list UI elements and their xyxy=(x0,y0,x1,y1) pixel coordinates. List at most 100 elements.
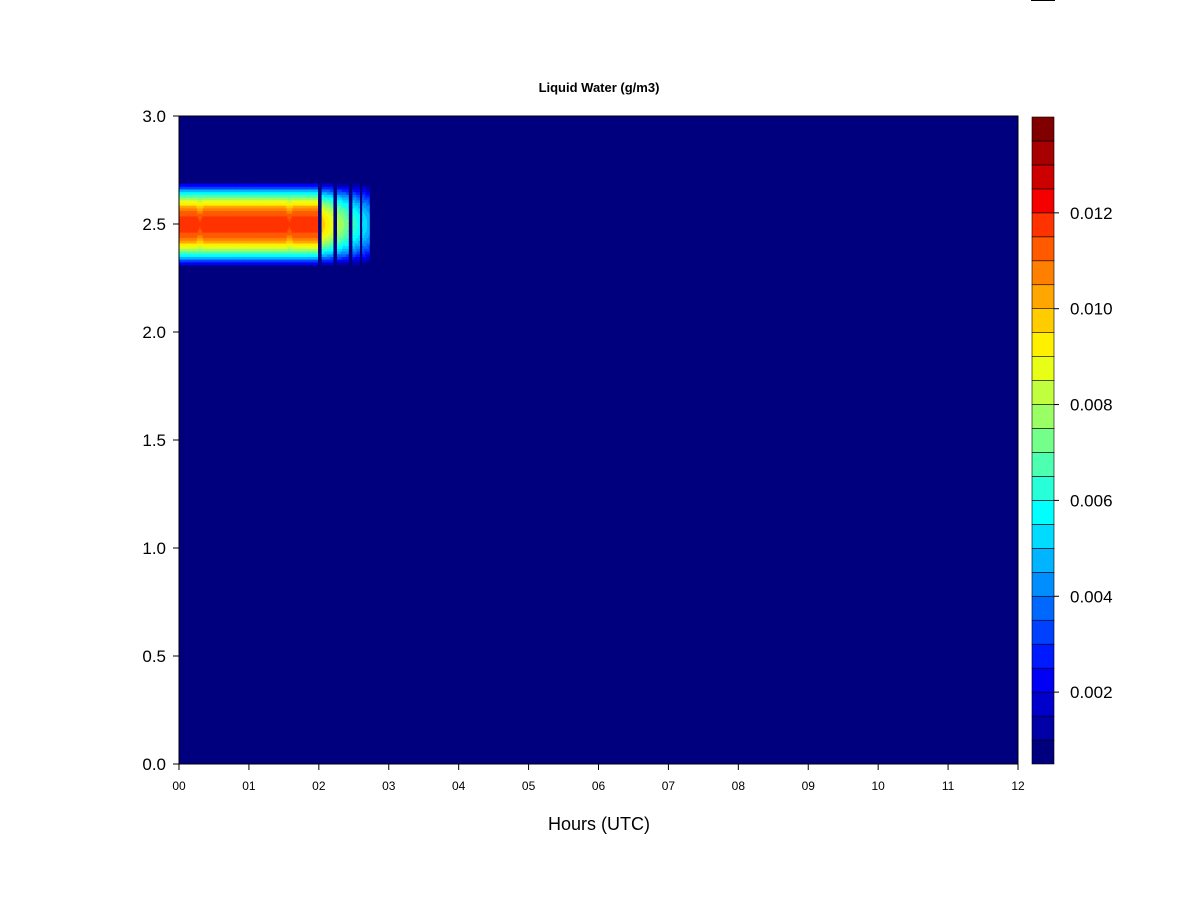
heatmap-cell xyxy=(271,213,273,217)
heatmap-cell xyxy=(292,242,294,247)
heatmap-cell xyxy=(217,207,219,212)
heatmap-cell xyxy=(292,232,294,236)
heatmap-cell xyxy=(229,237,231,241)
heatmap-cell xyxy=(282,248,284,252)
heatmap-cell xyxy=(204,199,207,203)
heatmap-cell xyxy=(191,251,193,255)
heatmap-cell xyxy=(192,234,194,239)
heatmap-cell xyxy=(202,188,204,193)
heatmap-cell xyxy=(215,191,217,195)
heatmap-cell xyxy=(234,261,237,266)
heatmap-cell xyxy=(278,232,281,236)
heatmap-cell xyxy=(257,245,259,249)
heatmap-cell xyxy=(276,215,278,220)
heatmap-cell xyxy=(220,197,222,201)
heatmap-cell xyxy=(184,261,186,266)
heatmap-cell xyxy=(218,197,220,201)
heatmap-cell xyxy=(225,218,228,222)
heatmap-cell xyxy=(215,234,217,239)
heatmap-cell xyxy=(240,240,242,244)
heatmap-cell xyxy=(202,202,204,206)
heatmap-cell xyxy=(209,256,212,260)
heatmap-cell xyxy=(226,232,228,236)
heatmap-cell xyxy=(250,183,252,187)
heatmap-cell xyxy=(270,237,272,241)
heatmap-cell xyxy=(183,240,185,244)
heatmap-cell xyxy=(267,218,269,222)
heatmap-cell xyxy=(197,210,200,214)
heatmap-cell xyxy=(245,240,247,244)
heatmap-cell xyxy=(231,221,233,225)
heatmap-cell xyxy=(278,202,281,206)
heatmap-cell xyxy=(189,213,191,217)
heatmap-cell xyxy=(179,245,181,249)
heatmap-cell xyxy=(202,261,205,266)
heatmap-cell xyxy=(188,218,191,222)
heatmap-cell xyxy=(287,259,289,263)
heatmap-cell xyxy=(230,202,233,206)
heatmap-cell xyxy=(287,191,289,195)
heatmap-cell xyxy=(193,199,195,203)
heatmap-cell xyxy=(288,253,290,257)
heatmap-cell xyxy=(179,221,181,225)
heatmap-cell xyxy=(206,215,209,220)
heatmap-cell xyxy=(197,191,200,195)
heatmap-cell xyxy=(202,191,204,195)
heatmap-cell xyxy=(230,237,232,241)
heatmap-cell xyxy=(285,261,287,266)
heatmap-cell xyxy=(208,253,210,257)
heatmap-cell xyxy=(283,197,286,201)
heatmap-cell xyxy=(258,259,261,263)
heatmap-cell xyxy=(283,188,285,193)
heatmap-cell xyxy=(205,256,207,260)
heatmap-cell xyxy=(209,183,211,187)
heatmap-cell xyxy=(288,253,291,257)
heatmap-cell xyxy=(223,226,225,230)
heatmap-cell xyxy=(294,229,296,233)
heatmap-cell xyxy=(291,218,293,222)
heatmap-cell xyxy=(216,218,218,222)
heatmap-cell xyxy=(260,199,263,203)
heatmap-cell xyxy=(288,221,290,225)
heatmap-cell xyxy=(258,237,260,241)
heatmap-cell xyxy=(244,205,246,209)
heatmap-cell xyxy=(229,197,231,201)
heatmap-cell xyxy=(253,259,256,263)
heatmap-cell xyxy=(285,245,288,249)
heatmap-cell xyxy=(194,199,196,203)
heatmap-cell xyxy=(235,207,237,212)
heatmap-cell xyxy=(212,207,214,212)
heatmap-cell xyxy=(215,199,217,203)
heatmap-cell xyxy=(198,232,200,236)
heatmap-cell xyxy=(212,194,214,198)
heatmap-cell xyxy=(202,215,205,220)
heatmap-cell xyxy=(221,218,223,222)
heatmap-cell xyxy=(208,191,210,195)
heatmap-cell xyxy=(270,194,272,198)
heatmap-cell xyxy=(223,221,225,225)
heatmap-cell xyxy=(287,199,289,203)
heatmap-cell xyxy=(202,186,204,190)
heatmap-cell xyxy=(232,199,235,203)
heatmap-cell xyxy=(223,248,225,252)
heatmap-cell xyxy=(205,232,207,236)
heatmap-cell xyxy=(239,202,242,206)
heatmap-cell xyxy=(188,256,191,260)
heatmap-cell xyxy=(276,224,279,228)
heatmap-cell xyxy=(293,234,295,239)
heatmap-cell xyxy=(234,194,237,198)
heatmap-cell xyxy=(234,251,237,255)
heatmap-cell xyxy=(234,234,236,239)
heatmap-cell xyxy=(288,218,291,222)
heatmap-cell xyxy=(202,234,204,239)
heatmap-cell xyxy=(269,183,272,187)
heatmap-cell xyxy=(179,218,181,222)
heatmap-cell xyxy=(260,242,262,247)
heatmap-cell xyxy=(265,248,267,252)
heatmap-cell xyxy=(280,251,282,255)
heatmap-cell xyxy=(262,229,265,233)
heatmap-cell xyxy=(208,240,210,244)
heatmap-cell xyxy=(259,256,261,260)
heatmap-cell xyxy=(264,183,266,187)
heatmap-cell xyxy=(211,245,213,249)
